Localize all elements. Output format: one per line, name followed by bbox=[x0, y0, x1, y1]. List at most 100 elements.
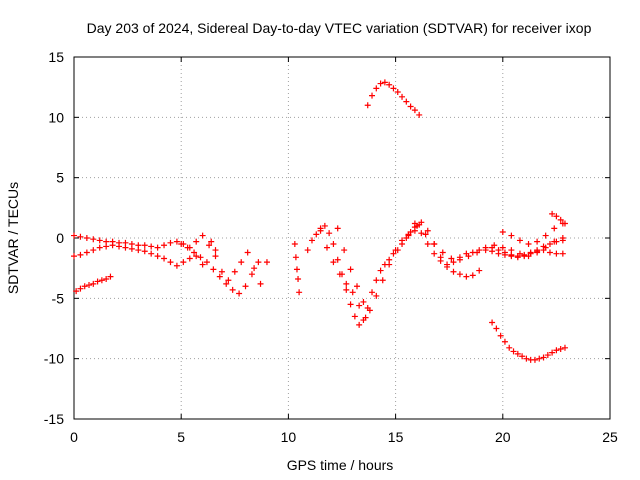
y-tick-label: -10 bbox=[44, 351, 64, 367]
data-point bbox=[122, 244, 129, 251]
data-point bbox=[326, 230, 333, 237]
data-point bbox=[514, 253, 521, 260]
data-point bbox=[437, 257, 444, 264]
data-point bbox=[161, 242, 168, 249]
data-point bbox=[418, 230, 425, 237]
data-point bbox=[516, 237, 523, 244]
data-point bbox=[553, 213, 560, 220]
data-point bbox=[553, 238, 560, 245]
data-point bbox=[489, 244, 496, 251]
data-point bbox=[495, 247, 502, 254]
data-point bbox=[392, 247, 399, 254]
data-point bbox=[456, 256, 463, 263]
data-point bbox=[199, 261, 206, 268]
data-point bbox=[178, 241, 185, 248]
data-point bbox=[456, 271, 463, 278]
data-point bbox=[193, 253, 200, 260]
data-point bbox=[238, 259, 245, 266]
data-point bbox=[546, 249, 553, 256]
series-arc-m bbox=[418, 230, 483, 280]
series-arc-c bbox=[73, 273, 114, 295]
data-point bbox=[557, 216, 564, 223]
data-point bbox=[308, 237, 315, 244]
data-point bbox=[405, 232, 412, 239]
data-point bbox=[508, 232, 515, 239]
y-tick-label: 10 bbox=[48, 109, 64, 125]
data-point bbox=[450, 268, 457, 275]
data-point bbox=[73, 288, 80, 295]
data-point bbox=[341, 247, 348, 254]
data-point bbox=[83, 249, 90, 256]
data-point bbox=[549, 349, 556, 356]
data-point bbox=[90, 236, 97, 243]
data-point bbox=[369, 289, 376, 296]
data-point bbox=[448, 255, 455, 262]
data-point bbox=[407, 103, 414, 110]
data-point bbox=[540, 243, 547, 250]
data-point bbox=[90, 247, 97, 254]
data-point bbox=[96, 244, 103, 251]
data-point bbox=[96, 237, 103, 244]
data-point bbox=[223, 280, 230, 287]
data-point bbox=[544, 352, 551, 359]
data-point bbox=[293, 266, 300, 273]
data-point bbox=[292, 254, 299, 261]
x-tick-label: 25 bbox=[602, 429, 618, 445]
data-point bbox=[411, 107, 418, 114]
data-point bbox=[559, 250, 566, 257]
data-point bbox=[193, 238, 200, 245]
data-point bbox=[399, 93, 406, 100]
data-point bbox=[469, 272, 476, 279]
data-point bbox=[499, 244, 506, 251]
data-point bbox=[263, 259, 270, 266]
data-points bbox=[71, 79, 568, 363]
data-point bbox=[148, 243, 155, 250]
data-point bbox=[141, 242, 148, 249]
data-point bbox=[546, 241, 553, 248]
data-point bbox=[369, 92, 376, 99]
data-point bbox=[199, 232, 206, 239]
data-point bbox=[497, 332, 504, 339]
data-point bbox=[257, 280, 264, 287]
data-point bbox=[351, 313, 358, 320]
series-arc-f bbox=[291, 241, 303, 296]
data-point bbox=[116, 243, 123, 250]
data-point bbox=[386, 261, 393, 268]
series-arc-q bbox=[549, 210, 568, 227]
series-arc-h bbox=[317, 227, 369, 321]
data-point bbox=[242, 283, 249, 290]
data-point bbox=[521, 251, 528, 258]
y-axis-label: SDTVAR / TECUs bbox=[5, 182, 21, 294]
data-point bbox=[476, 267, 483, 274]
data-point bbox=[399, 237, 406, 244]
data-point bbox=[561, 220, 568, 227]
data-point bbox=[431, 241, 438, 248]
data-point bbox=[197, 254, 204, 261]
x-tick-label: 20 bbox=[495, 429, 511, 445]
data-point bbox=[536, 355, 543, 362]
data-point bbox=[416, 111, 423, 118]
data-point bbox=[373, 85, 380, 92]
data-point bbox=[559, 237, 566, 244]
series-arc-j bbox=[364, 79, 423, 118]
data-point bbox=[184, 244, 191, 251]
data-point bbox=[366, 307, 373, 314]
axis-ticks: 0 5 10 15 20 25 -15 -10 -5 0 5 10 15 bbox=[44, 49, 618, 445]
data-point bbox=[499, 228, 506, 235]
data-point bbox=[549, 210, 556, 217]
data-point bbox=[493, 325, 500, 332]
data-point bbox=[356, 302, 363, 309]
data-point bbox=[465, 253, 472, 260]
data-point bbox=[109, 242, 116, 249]
data-point bbox=[317, 227, 324, 234]
data-point bbox=[347, 301, 354, 308]
data-point bbox=[523, 355, 530, 362]
data-point bbox=[154, 244, 161, 251]
data-point bbox=[349, 289, 356, 296]
data-point bbox=[216, 273, 223, 280]
data-point bbox=[347, 266, 354, 273]
y-tick-label: 15 bbox=[48, 49, 64, 65]
series-arc-i bbox=[334, 225, 418, 314]
data-point bbox=[244, 249, 251, 256]
series-arc-l bbox=[414, 222, 566, 263]
